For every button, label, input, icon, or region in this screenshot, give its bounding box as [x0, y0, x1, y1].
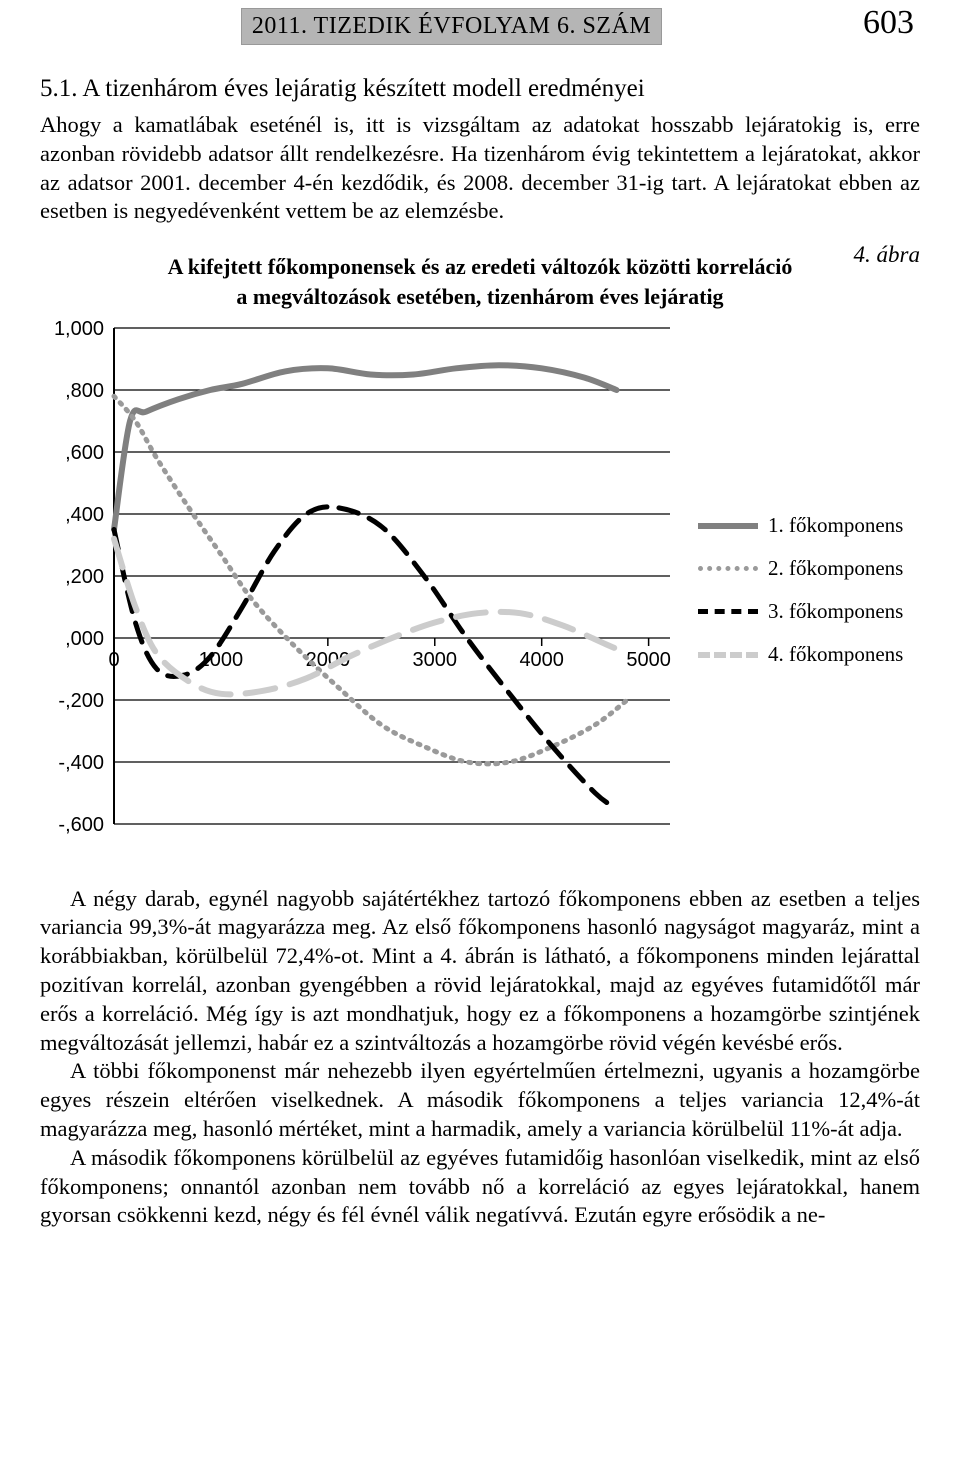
legend-item-3: 3. főkomponens [698, 599, 903, 624]
chart-svg-wrap: -,600 -,400 -,200 ,000 ,200 ,400 ,600 ,800 1,000… [40, 318, 680, 863]
legend-item-4: 4. főkomponens [698, 642, 903, 667]
svg-text:-,400: -,400 [58, 752, 104, 774]
svg-text:,600: ,600 [65, 442, 104, 464]
legend-swatch-3 [698, 609, 758, 614]
figure-title-line1: A kifejtett főkomponensek és az eredeti … [168, 254, 793, 279]
svg-text:,400: ,400 [65, 504, 104, 526]
figure-title-line2: a megváltozások esetében, tizenhárom éve… [236, 284, 723, 309]
svg-text:,800: ,800 [65, 380, 104, 402]
legend-label-4: 4. főkomponens [768, 642, 903, 667]
page-root: 2011. TIZEDIK ÉVFOLYAM 6. SZÁM 603 5.1. … [0, 0, 960, 1270]
legend-label-1: 1. főkomponens [768, 513, 903, 538]
correlation-chart: -,600 -,400 -,200 ,000 ,200 ,400 ,600 ,800 1,000… [40, 318, 680, 858]
legend-swatch-4 [698, 652, 758, 658]
svg-text:1,000: 1,000 [54, 318, 104, 340]
chart-row: -,600 -,400 -,200 ,000 ,200 ,400 ,600 ,800 1,000… [40, 318, 920, 863]
legend-swatch-2 [698, 566, 758, 571]
paragraph-3: A többi főkomponenst már nehezebb ilyen … [40, 1057, 920, 1143]
svg-text:,000: ,000 [65, 628, 104, 650]
legend-label-3: 3. főkomponens [768, 599, 903, 624]
svg-text:4000: 4000 [519, 649, 564, 671]
header-row: 2011. TIZEDIK ÉVFOLYAM 6. SZÁM 603 [40, 0, 920, 45]
legend-swatch-1 [698, 523, 758, 529]
svg-text:5000: 5000 [626, 649, 671, 671]
paragraph-1: Ahogy a kamatlábak eseténél is, itt is v… [40, 111, 920, 226]
legend-item-1: 1. főkomponens [698, 513, 903, 538]
svg-text:3000: 3000 [413, 649, 458, 671]
paragraph-4: A második főkomponens körülbelül az egyé… [40, 1144, 920, 1230]
header-band: 2011. TIZEDIK ÉVFOLYAM 6. SZÁM [241, 8, 662, 45]
legend: 1. főkomponens 2. főkomponens 3. főkompo… [698, 495, 903, 685]
figure-label: 4. ábra [854, 242, 920, 268]
legend-label-2: 2. főkomponens [768, 556, 903, 581]
svg-text:,200: ,200 [65, 566, 104, 588]
legend-item-2: 2. főkomponens [698, 556, 903, 581]
svg-text:-,600: -,600 [58, 814, 104, 836]
figure-title: A kifejtett főkomponensek és az eredeti … [40, 252, 920, 311]
section-title: 5.1. A tizenhárom éves lejáratig készíte… [40, 75, 920, 103]
page-number: 603 [863, 4, 920, 42]
paragraph-2: A négy darab, egynél nagyobb sajátértékh… [40, 885, 920, 1058]
svg-text:-,200: -,200 [58, 690, 104, 712]
figure-4: 4. ábra A kifejtett főkomponensek és az … [40, 252, 920, 862]
